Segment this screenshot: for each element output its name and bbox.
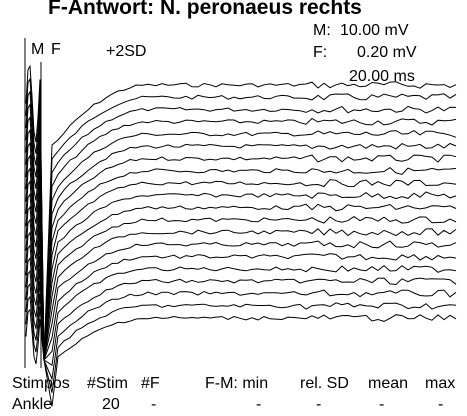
header-rel-sd: rel. SD [300,375,349,392]
value-stim-count: 20 [102,396,120,413]
trace-12 [25,205,457,361]
trace-9 [25,167,457,361]
trace-20 [25,308,457,407]
value-max: - [438,396,444,413]
trace-19 [25,295,457,393]
value-rel-sd: - [316,396,322,413]
header-stim-count: #Stim [87,375,128,392]
f-marker-label: F [51,41,61,58]
header-fm-min: F-M: min [205,375,269,392]
trace-7 [25,141,457,361]
trace-2 [25,77,457,361]
header-stimpos: Stimpos [12,375,70,392]
trace-8 [25,154,457,361]
trace-3 [25,90,457,361]
trace-15 [25,244,457,361]
trace-10 [25,180,457,361]
m-scale-value: 10.00 mV [340,22,409,39]
value-fm-min: - [256,396,262,413]
trace-6 [25,128,457,361]
sd-marker-label: +2SD [106,43,147,60]
value-stimpos: Ankle [12,396,53,413]
trace-11 [25,192,457,361]
trace-group [25,64,457,407]
header-f-count: #F [141,375,160,392]
f-scale-label: F: [313,44,328,61]
trace-5 [25,115,457,361]
value-f-count: - [151,396,157,413]
trace-13 [25,218,457,361]
trace-4 [25,103,457,361]
trace-17 [25,270,457,367]
m-marker-label: M [31,41,45,58]
trace-14 [25,231,457,361]
trace-16 [25,257,457,362]
f-scale-value: 0.20 mV [357,44,417,61]
header-mean: mean [368,375,409,392]
time-scale-value: 20.00 ms [349,68,415,85]
value-mean: - [379,396,385,413]
trace-18 [25,282,457,381]
trace-1 [25,64,457,361]
m-scale-label: M: [313,22,331,39]
header-max: max [425,375,456,392]
chart-title: F-Antwort: N. peronaeus rechts [48,0,362,19]
